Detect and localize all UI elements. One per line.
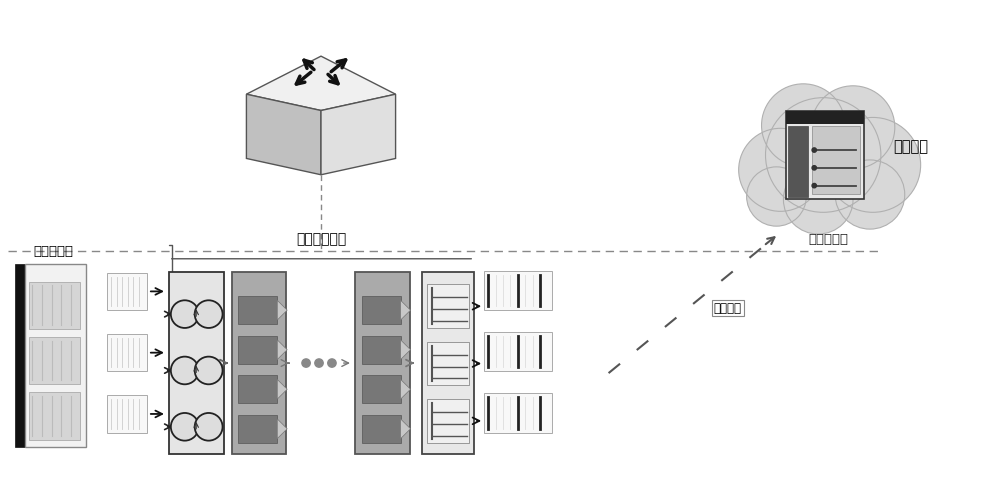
Bar bbox=[25, 264, 86, 446]
Bar bbox=[29, 337, 80, 384]
Circle shape bbox=[783, 165, 853, 234]
Polygon shape bbox=[401, 379, 411, 399]
Bar bbox=[238, 415, 277, 443]
Bar bbox=[786, 111, 864, 199]
Polygon shape bbox=[277, 419, 287, 439]
Bar bbox=[29, 282, 80, 329]
Bar bbox=[427, 285, 469, 328]
Circle shape bbox=[835, 160, 905, 229]
Text: 日志采样: 日志采样 bbox=[714, 302, 742, 315]
Polygon shape bbox=[321, 94, 396, 175]
Text: 一致性校验: 一致性校验 bbox=[808, 232, 848, 246]
Circle shape bbox=[195, 413, 223, 441]
Bar bbox=[238, 336, 277, 364]
Text: 控制平面: 控制平面 bbox=[893, 139, 928, 155]
Bar bbox=[15, 264, 25, 446]
Circle shape bbox=[812, 148, 816, 152]
Polygon shape bbox=[277, 300, 287, 320]
Bar bbox=[427, 399, 469, 443]
Bar bbox=[786, 111, 864, 125]
Bar bbox=[362, 376, 401, 403]
Polygon shape bbox=[246, 56, 396, 111]
Bar bbox=[362, 336, 401, 364]
Bar bbox=[812, 126, 860, 194]
Bar bbox=[788, 126, 808, 197]
Polygon shape bbox=[401, 300, 411, 320]
Polygon shape bbox=[246, 94, 321, 175]
Bar bbox=[362, 415, 401, 443]
Circle shape bbox=[328, 359, 336, 367]
Bar bbox=[107, 273, 147, 310]
Circle shape bbox=[812, 166, 816, 170]
Circle shape bbox=[195, 357, 223, 384]
Circle shape bbox=[171, 413, 199, 441]
Bar bbox=[484, 393, 552, 433]
Bar bbox=[107, 334, 147, 371]
Circle shape bbox=[762, 84, 845, 167]
Bar bbox=[169, 272, 224, 455]
Bar bbox=[107, 395, 147, 433]
Circle shape bbox=[171, 357, 199, 384]
Bar bbox=[362, 297, 401, 324]
Bar bbox=[29, 392, 80, 440]
Bar bbox=[484, 332, 552, 371]
Polygon shape bbox=[401, 340, 411, 360]
Bar bbox=[484, 271, 552, 310]
Text: 包处理流水线: 包处理流水线 bbox=[296, 232, 347, 246]
Circle shape bbox=[171, 300, 199, 328]
Circle shape bbox=[812, 183, 816, 188]
Circle shape bbox=[825, 117, 921, 212]
Circle shape bbox=[315, 359, 323, 367]
Circle shape bbox=[302, 359, 310, 367]
Circle shape bbox=[766, 98, 881, 212]
Polygon shape bbox=[401, 419, 411, 439]
Circle shape bbox=[811, 86, 895, 169]
Circle shape bbox=[747, 167, 806, 226]
Bar bbox=[232, 272, 286, 455]
Bar bbox=[427, 342, 469, 385]
Polygon shape bbox=[277, 379, 287, 399]
Polygon shape bbox=[277, 340, 287, 360]
Bar bbox=[238, 376, 277, 403]
Bar bbox=[355, 272, 410, 455]
Bar bbox=[238, 297, 277, 324]
Circle shape bbox=[739, 128, 822, 211]
Circle shape bbox=[195, 300, 223, 328]
Bar bbox=[422, 272, 474, 455]
Text: 探测包生成: 探测包生成 bbox=[33, 245, 73, 258]
